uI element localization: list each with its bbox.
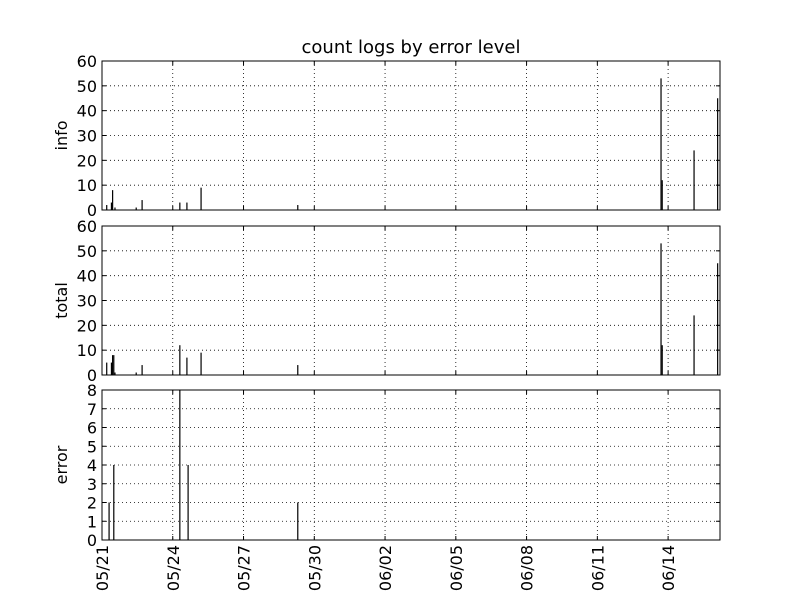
x-tick-label: 05/21 xyxy=(93,545,112,591)
panel-total: 0 10 20 30 40 50 60 total xyxy=(52,217,721,385)
y-tick-label: 0 xyxy=(87,531,97,550)
y-tick-label: 7 xyxy=(87,400,97,419)
y-tick-label: 4 xyxy=(87,456,97,475)
y-tick-label: 10 xyxy=(77,341,97,360)
y-tick-label: 8 xyxy=(87,381,97,400)
x-tick-label: 05/30 xyxy=(305,545,324,591)
x-tick-label: 06/02 xyxy=(376,545,395,591)
y-axis-label: info xyxy=(52,120,71,150)
y-tick-label: 0 xyxy=(87,201,97,220)
y-tick-label: 0 xyxy=(87,366,97,385)
panel-info: 0 10 20 30 40 50 60 info xyxy=(52,52,721,220)
y-tick-label: 40 xyxy=(77,102,97,121)
y-tick-label: 40 xyxy=(77,267,97,286)
y-tick-label: 20 xyxy=(77,316,97,335)
y-tick-label: 60 xyxy=(77,52,97,71)
y-tick-label: 50 xyxy=(77,77,97,96)
x-tick-label: 06/11 xyxy=(588,545,607,591)
y-tick-label: 2 xyxy=(87,494,97,513)
x-tick-label: 06/08 xyxy=(518,545,537,591)
y-tick-label: 3 xyxy=(87,475,97,494)
y-axis-label: error xyxy=(52,445,71,484)
y-tick-label: 10 xyxy=(77,176,97,195)
panels-layer: 0102030405060info0102030405060total01234… xyxy=(52,52,721,591)
y-tick-label: 50 xyxy=(77,242,97,261)
y-tick-label: 1 xyxy=(87,512,97,531)
y-tick-label: 20 xyxy=(77,151,97,170)
x-tick-label: 06/14 xyxy=(659,545,678,591)
y-tick-label: 30 xyxy=(77,127,97,146)
y-tick-label: 5 xyxy=(87,437,97,456)
y-tick-label: 6 xyxy=(87,419,97,438)
y-axis-label: total xyxy=(52,282,71,319)
y-tick-label: 60 xyxy=(77,217,97,236)
chart-title: count logs by error level xyxy=(302,37,521,58)
x-tick-label: 06/05 xyxy=(447,545,466,591)
y-tick-label: 30 xyxy=(77,292,97,311)
x-tick-label: 05/24 xyxy=(164,545,183,591)
x-tick-label: 05/27 xyxy=(235,545,254,591)
